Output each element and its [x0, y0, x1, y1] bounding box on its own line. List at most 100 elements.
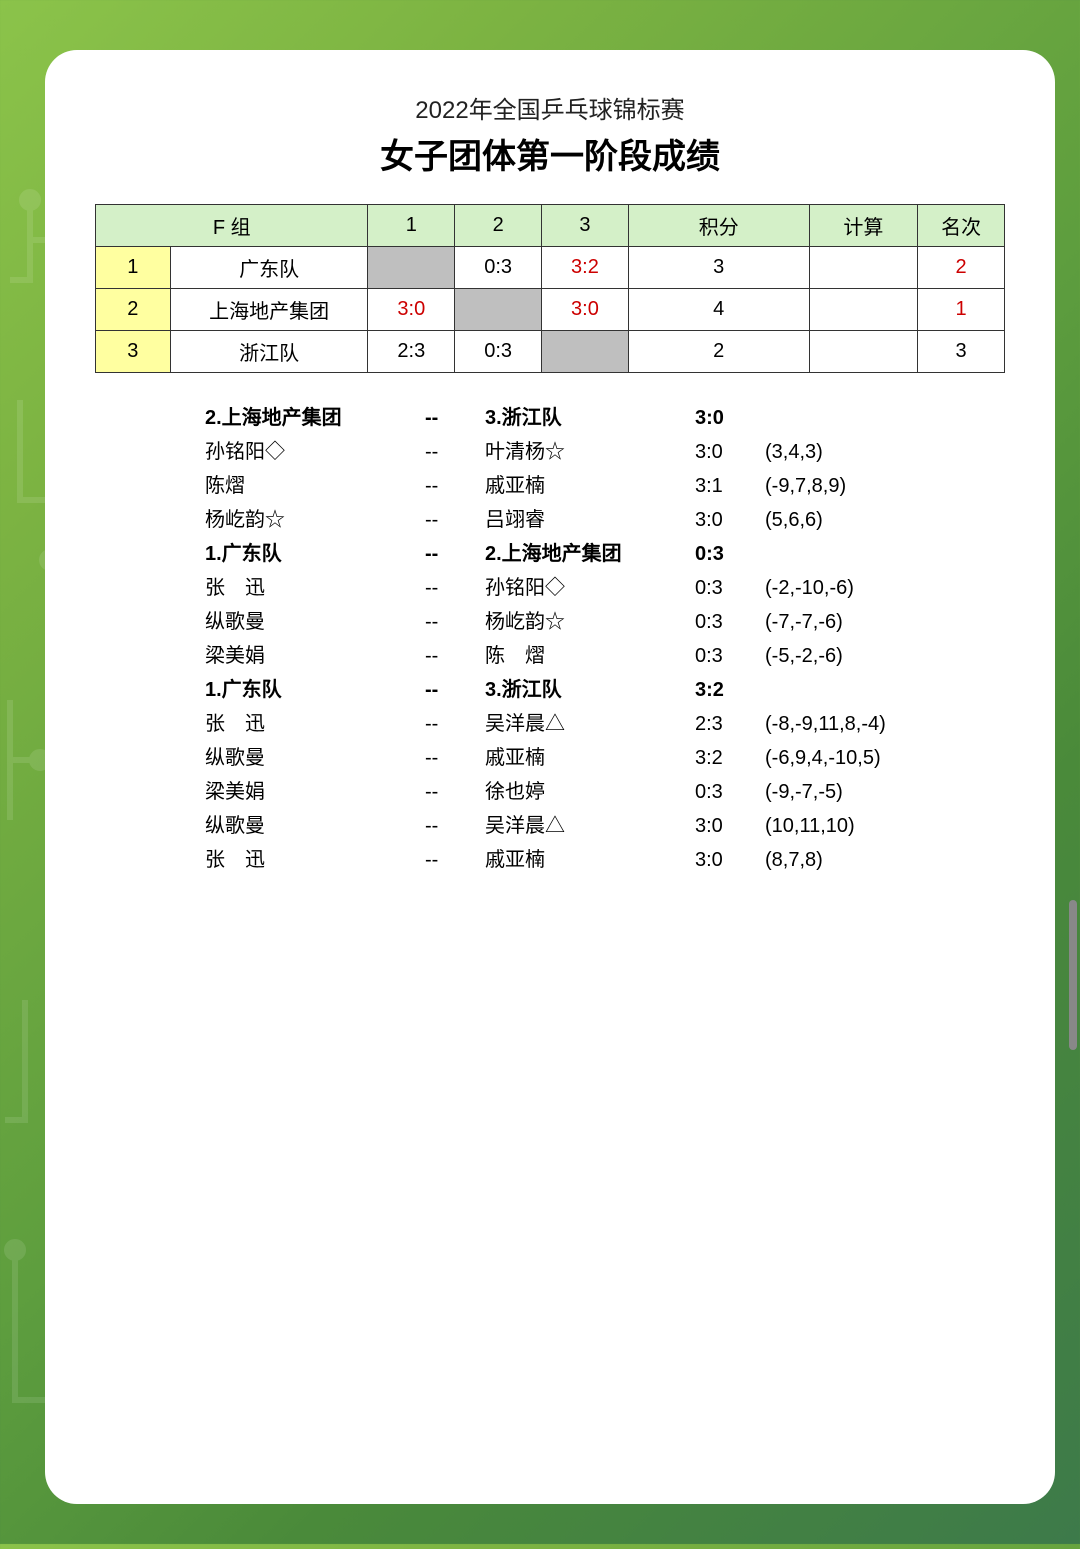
page-header: 2022年全国乒乓球锦标赛 女子团体第一阶段成绩 [95, 90, 1005, 178]
separator: -- [425, 605, 485, 639]
separator: -- [425, 741, 485, 775]
match-score: 3:0 [695, 843, 765, 877]
player-right: 陈 熠 [485, 639, 695, 673]
player-left: 孙铭阳◇ [205, 435, 425, 469]
match-row: 张 迅--孙铭阳◇0:3(-2,-10,-6) [205, 571, 1005, 605]
player-left: 纵歌曼 [205, 741, 425, 775]
match-details: 2.上海地产集团--3.浙江队3:0孙铭阳◇--叶清杨☆3:0(3,4,3)陈熠… [205, 401, 1005, 877]
match-score: 0:3 [695, 775, 765, 809]
game-scores: (8,7,8) [765, 843, 945, 877]
player-right: 徐也婷 [485, 775, 695, 809]
rank-cell: 2 [918, 247, 1005, 289]
team-name: 上海地产集团 [170, 289, 368, 331]
separator: -- [425, 639, 485, 673]
separator: -- [425, 435, 485, 469]
player-left: 2.上海地产集团 [205, 401, 425, 435]
match-score: 3:2 [695, 673, 765, 707]
player-right: 2.上海地产集团 [485, 537, 695, 571]
player-left: 杨屹韵☆ [205, 503, 425, 537]
game-scores: (-7,-7,-6) [765, 605, 945, 639]
match-row: 张 迅--吴洋晨△2:3(-8,-9,11,8,-4) [205, 707, 1005, 741]
player-left: 梁美娟 [205, 639, 425, 673]
calc-cell [809, 289, 918, 331]
rank-cell: 3 [918, 331, 1005, 373]
separator: -- [425, 707, 485, 741]
player-right: 戚亚楠 [485, 843, 695, 877]
match-score: 0:3 [695, 537, 765, 571]
standings-row: 3浙江队2:30:323 [96, 331, 1005, 373]
rank-cell: 1 [918, 289, 1005, 331]
match-row: 纵歌曼--吴洋晨△3:0(10,11,10) [205, 809, 1005, 843]
separator: -- [425, 571, 485, 605]
scrollbar[interactable] [1069, 900, 1077, 1050]
calc-cell [809, 247, 918, 289]
separator: -- [425, 809, 485, 843]
tournament-name: 2022年全国乒乓球锦标赛 [95, 90, 1005, 125]
game-scores: (-6,9,4,-10,5) [765, 741, 945, 775]
score-cell: 0:3 [455, 331, 542, 373]
game-scores: (-8,-9,11,8,-4) [765, 707, 945, 741]
standings-row: 1广东队0:33:232 [96, 247, 1005, 289]
match-score: 3:0 [695, 401, 765, 435]
row-index: 3 [96, 331, 171, 373]
header-col2: 2 [455, 205, 542, 247]
player-right: 吕翊睿 [485, 503, 695, 537]
score-cell: 3:0 [368, 289, 455, 331]
separator: -- [425, 673, 485, 707]
player-right: 叶清杨☆ [485, 435, 695, 469]
game-scores: (3,4,3) [765, 435, 945, 469]
match-row: 梁美娟--徐也婷0:3(-9,-7,-5) [205, 775, 1005, 809]
match-header-row: 1.广东队--2.上海地产集团0:3 [205, 537, 1005, 571]
points-cell: 4 [628, 289, 809, 331]
match-row: 陈熠--戚亚楠3:1(-9,7,8,9) [205, 469, 1005, 503]
score-cell [455, 289, 542, 331]
score-cell: 2:3 [368, 331, 455, 373]
game-scores: (10,11,10) [765, 809, 945, 843]
separator: -- [425, 401, 485, 435]
score-cell [368, 247, 455, 289]
row-index: 2 [96, 289, 171, 331]
separator: -- [425, 469, 485, 503]
player-left: 张 迅 [205, 843, 425, 877]
player-left: 纵歌曼 [205, 605, 425, 639]
row-index: 1 [96, 247, 171, 289]
score-cell: 3:2 [542, 247, 629, 289]
match-row: 纵歌曼--戚亚楠3:2(-6,9,4,-10,5) [205, 741, 1005, 775]
player-left: 1.广东队 [205, 673, 425, 707]
separator: -- [425, 843, 485, 877]
match-score: 3:2 [695, 741, 765, 775]
header-group: F 组 [96, 205, 368, 247]
player-left: 陈熠 [205, 469, 425, 503]
score-cell: 0:3 [455, 247, 542, 289]
header-col3: 3 [542, 205, 629, 247]
match-row: 梁美娟--陈 熠0:3(-5,-2,-6) [205, 639, 1005, 673]
match-score: 3:1 [695, 469, 765, 503]
match-header-row: 1.广东队--3.浙江队3:2 [205, 673, 1005, 707]
match-row: 纵歌曼--杨屹韵☆0:3(-7,-7,-6) [205, 605, 1005, 639]
standings-header-row: F 组 1 2 3 积分 计算 名次 [96, 205, 1005, 247]
match-score: 3:0 [695, 809, 765, 843]
match-header-row: 2.上海地产集团--3.浙江队3:0 [205, 401, 1005, 435]
match-score: 2:3 [695, 707, 765, 741]
player-right: 吴洋晨△ [485, 809, 695, 843]
match-score: 0:3 [695, 639, 765, 673]
header-rank: 名次 [918, 205, 1005, 247]
player-left: 张 迅 [205, 571, 425, 605]
standings-row: 2上海地产集团3:03:041 [96, 289, 1005, 331]
player-right: 戚亚楠 [485, 469, 695, 503]
match-row: 张 迅--戚亚楠3:0(8,7,8) [205, 843, 1005, 877]
standings-table: F 组 1 2 3 积分 计算 名次 1广东队0:33:2322上海地产集团3:… [95, 204, 1005, 373]
game-scores: (-9,7,8,9) [765, 469, 945, 503]
player-left: 纵歌曼 [205, 809, 425, 843]
calc-cell [809, 331, 918, 373]
player-right: 吴洋晨△ [485, 707, 695, 741]
header-calc: 计算 [809, 205, 918, 247]
separator: -- [425, 503, 485, 537]
page-card: 2022年全国乒乓球锦标赛 女子团体第一阶段成绩 F 组 1 2 3 积分 计算… [45, 50, 1055, 1504]
game-scores: (-5,-2,-6) [765, 639, 945, 673]
game-scores: (5,6,6) [765, 503, 945, 537]
points-cell: 2 [628, 331, 809, 373]
page-title: 女子团体第一阶段成绩 [95, 129, 1005, 178]
player-left: 梁美娟 [205, 775, 425, 809]
team-name: 广东队 [170, 247, 368, 289]
